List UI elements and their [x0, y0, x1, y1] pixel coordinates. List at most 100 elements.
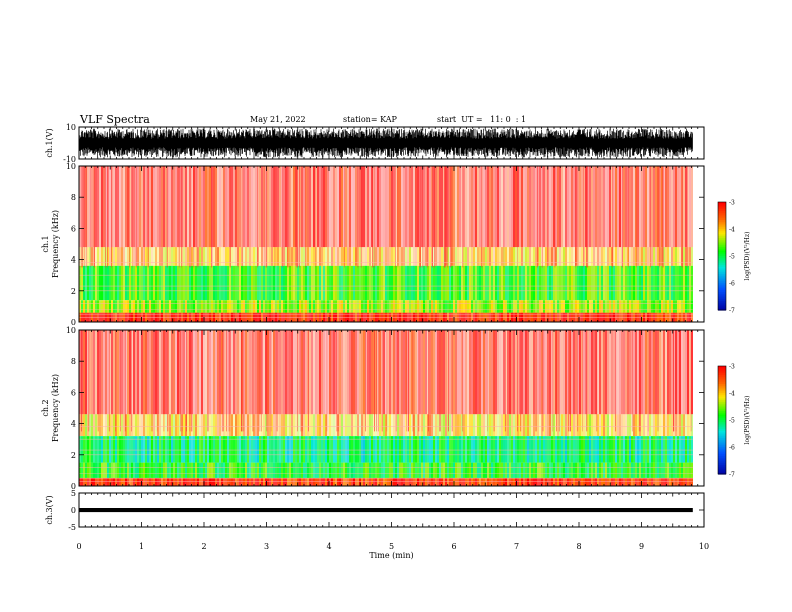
- spectrogram-column: [205, 462, 207, 479]
- spectrogram-column: [635, 166, 637, 248]
- spectrogram-column: [491, 436, 493, 463]
- spectrogram-column: [391, 462, 393, 479]
- spectrogram-column: [197, 414, 199, 436]
- spectrogram-column: [93, 166, 95, 248]
- spectrogram-column: [149, 436, 151, 463]
- spectrogram-column: [519, 414, 521, 436]
- spectrogram-column: [313, 414, 315, 436]
- spectrogram-column: [299, 330, 301, 415]
- spectrogram-column: [253, 247, 255, 266]
- spectrogram-column: [587, 478, 589, 486]
- spectrogram-column: [349, 265, 351, 301]
- spectrogram-column: [419, 300, 421, 313]
- spectrogram-column: [291, 414, 293, 436]
- colorbar-step: [718, 308, 726, 311]
- spectrogram-column: [333, 330, 335, 415]
- spectrogram-column: [109, 414, 111, 436]
- spectrogram-column: [485, 436, 487, 463]
- spectrogram-column: [387, 247, 389, 266]
- spectrogram-column: [213, 330, 215, 415]
- spectrogram-band: [79, 436, 693, 463]
- spectrogram-column: [533, 265, 535, 301]
- spectrogram-column: [115, 247, 117, 266]
- spectrogram-column: [149, 166, 151, 248]
- spectrogram-column: [351, 436, 353, 463]
- spectrogram-column: [79, 166, 81, 248]
- spectrogram-column: [685, 462, 687, 479]
- spectrogram-column: [391, 330, 393, 415]
- spectrogram-column: [241, 265, 243, 301]
- spectrogram-column: [551, 300, 553, 313]
- spectrogram-column: [255, 166, 257, 248]
- spectrogram-column: [215, 478, 217, 486]
- spectrogram-column: [465, 265, 467, 301]
- spectrogram-column: [127, 247, 129, 266]
- colorbar-step: [718, 472, 726, 475]
- spectrogram-column: [147, 247, 149, 266]
- spectrogram-column: [665, 265, 667, 301]
- spectrogram-column: [341, 330, 343, 415]
- spectrogram-column: [505, 300, 507, 313]
- spectrogram-column: [595, 414, 597, 436]
- spectrogram-column: [153, 300, 155, 313]
- spectrogram-column: [425, 462, 427, 479]
- spectrogram-column: [623, 265, 625, 301]
- spectrogram-column: [329, 414, 331, 436]
- colorbar-step: [718, 301, 726, 304]
- spectrogram-column: [279, 300, 281, 313]
- spectrogram-column: [681, 414, 683, 436]
- spectrogram-column: [285, 414, 287, 436]
- spectrogram-column: [117, 166, 119, 248]
- spectrogram-column: [317, 330, 319, 415]
- spectrogram-column: [553, 265, 555, 301]
- spectrogram-column: [127, 330, 129, 415]
- spectrogram-column: [513, 247, 515, 266]
- spectrogram-column: [373, 300, 375, 313]
- spectrogram-column: [215, 462, 217, 479]
- spectrogram-column: [637, 247, 639, 266]
- spectrogram-column: [437, 300, 439, 313]
- spectrogram-column: [641, 166, 643, 248]
- spectrogram-column: [299, 478, 301, 486]
- spectrogram-column: [447, 462, 449, 479]
- spectrogram-column: [427, 265, 429, 301]
- spectrogram-column: [655, 330, 657, 415]
- spectrogram-column: [227, 478, 229, 486]
- spectrogram-column: [661, 478, 663, 486]
- spectrogram-column: [181, 436, 183, 463]
- spectrogram-column: [513, 414, 515, 436]
- spectrogram-column: [113, 330, 115, 415]
- spectrogram-column: [653, 478, 655, 486]
- spectrogram-column: [275, 247, 277, 266]
- spectrogram-column: [325, 247, 327, 266]
- spectrogram-column: [505, 166, 507, 248]
- spectrogram-column: [159, 166, 161, 248]
- spectrogram-column: [167, 462, 169, 479]
- spectrogram-column: [625, 330, 627, 415]
- spectrogram-column: [481, 330, 483, 415]
- spectrogram-column: [81, 300, 83, 313]
- spectrogram-column: [271, 462, 273, 479]
- spectrogram-column: [259, 300, 261, 313]
- spectrogram-column: [447, 436, 449, 463]
- spectrogram-column: [589, 414, 591, 436]
- spectrogram-column: [485, 265, 487, 301]
- spectrogram-column: [251, 436, 253, 463]
- spectrogram-column: [395, 436, 397, 463]
- spectrogram-column: [185, 462, 187, 479]
- spectrogram-column: [641, 330, 643, 415]
- spectrogram-column: [149, 300, 151, 313]
- spectrogram-column: [177, 414, 179, 436]
- spectrogram-column: [415, 300, 417, 313]
- spectrogram-column: [141, 300, 143, 313]
- spectrogram-column: [643, 300, 645, 313]
- spectrogram-column: [105, 247, 107, 266]
- spectrogram-column: [683, 300, 685, 313]
- spectrogram-column: [567, 166, 569, 248]
- spectrogram-column: [153, 265, 155, 301]
- spectrogram-column: [637, 478, 639, 486]
- spectrogram-column: [495, 247, 497, 266]
- spectrogram-column: [473, 300, 475, 313]
- spectrogram-column: [401, 478, 403, 486]
- spectrogram-column: [363, 247, 365, 266]
